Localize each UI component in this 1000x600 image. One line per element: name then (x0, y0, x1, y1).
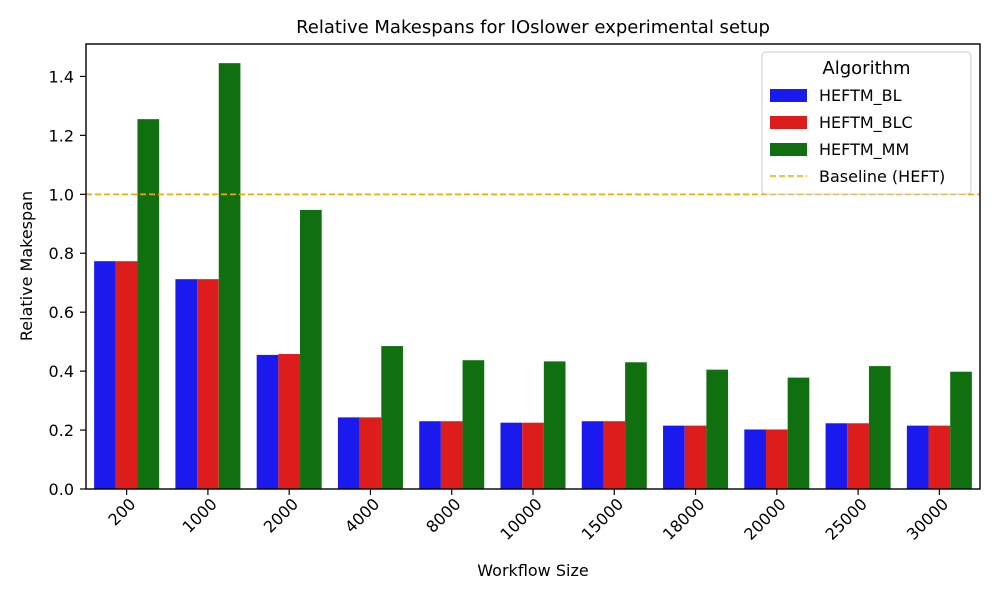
chart-title: Relative Makespans for IOslower experime… (296, 17, 770, 38)
bar-heftm-mm-25000 (868, 366, 891, 489)
bar-heftm-bl-8000 (419, 421, 441, 489)
bar-heftm-bl-15000 (581, 421, 604, 489)
legend-title: Algorithm (822, 58, 910, 79)
bar-heftm-bl-30000 (906, 425, 929, 489)
x-tick-label: 200 (104, 494, 139, 529)
legend-entry-label: HEFTM_BLC (819, 113, 913, 133)
x-tick-label: 18000 (659, 494, 708, 543)
y-tick-label: 0.2 (49, 421, 74, 440)
legend-swatch (770, 143, 807, 156)
x-tick-label: 10000 (496, 494, 545, 543)
bar-heftm-mm-15000 (625, 362, 647, 489)
bar-heftm-blc-200 (115, 261, 138, 489)
legend-box (761, 51, 972, 195)
bar-heftm-bl-1000 (175, 279, 198, 489)
x-axis-label: Workflow Size (477, 561, 588, 580)
bar-heftm-bl-25000 (825, 423, 848, 489)
y-tick-label: 1.4 (49, 67, 74, 86)
y-tick-label: 0.0 (49, 480, 74, 499)
x-tick-label: 25000 (821, 494, 870, 543)
legend: Algorithm HEFTM_BL HEFTM_BLC HEFTM_MM Baseli… (761, 51, 972, 195)
bar-heftm-bl-200 (94, 261, 116, 489)
bar-heftm-bl-10000 (500, 422, 523, 489)
bar-heftm-blc-1000 (197, 279, 219, 489)
legend-entry-label: HEFTM_MM (819, 140, 909, 160)
bar-heftm-blc-18000 (684, 425, 707, 489)
bar-heftm-mm-1000 (218, 63, 241, 489)
bar-heftm-blc-25000 (847, 423, 869, 489)
bar-heftm-blc-10000 (522, 422, 544, 489)
legend-swatch (770, 89, 807, 102)
bar-heftm-bl-20000 (744, 429, 766, 489)
legend-entry-label: Baseline (HEFT) (819, 167, 945, 186)
y-tick-label: 1.2 (49, 126, 74, 145)
legend-swatch (770, 116, 807, 129)
bar-heftm-bl-2000 (256, 354, 279, 489)
bars-layer (94, 63, 972, 489)
bar-heftm-bl-18000 (663, 425, 685, 489)
x-tick-label: 1000 (179, 494, 221, 536)
bar-heftm-blc-30000 (928, 425, 951, 489)
y-tick-label: 0.8 (49, 244, 74, 263)
bar-heftm-mm-18000 (706, 369, 729, 489)
bar-heftm-mm-20000 (787, 377, 810, 489)
x-tick-label: 20000 (740, 494, 789, 543)
bar-heftm-bl-4000 (337, 417, 360, 489)
y-tick-label: 1.0 (49, 185, 74, 204)
bar-heftm-mm-4000 (381, 346, 403, 489)
bar-heftm-blc-20000 (765, 429, 788, 489)
x-tick-label: 2000 (260, 494, 302, 536)
x-tick-label: 4000 (341, 494, 383, 536)
y-tick-label: 0.6 (49, 303, 74, 322)
bar-heftm-mm-10000 (543, 361, 566, 489)
legend-entry-label: HEFTM_BL (819, 86, 902, 106)
x-tick-label: 8000 (422, 494, 464, 536)
bar-heftm-blc-4000 (359, 417, 382, 489)
bar-heftm-mm-2000 (300, 209, 322, 489)
y-tick-label: 0.4 (49, 362, 74, 381)
bar-heftm-blc-15000 (603, 421, 626, 489)
x-tick-label: 15000 (578, 494, 627, 543)
x-tick-label: 30000 (903, 494, 952, 543)
bar-heftm-mm-200 (137, 119, 160, 489)
y-axis-label: Relative Makespan (17, 191, 36, 341)
bar-heftm-blc-2000 (278, 354, 301, 489)
bar-heftm-blc-8000 (440, 421, 463, 489)
bar-heftm-mm-30000 (950, 371, 972, 489)
bar-heftm-mm-8000 (462, 360, 485, 489)
